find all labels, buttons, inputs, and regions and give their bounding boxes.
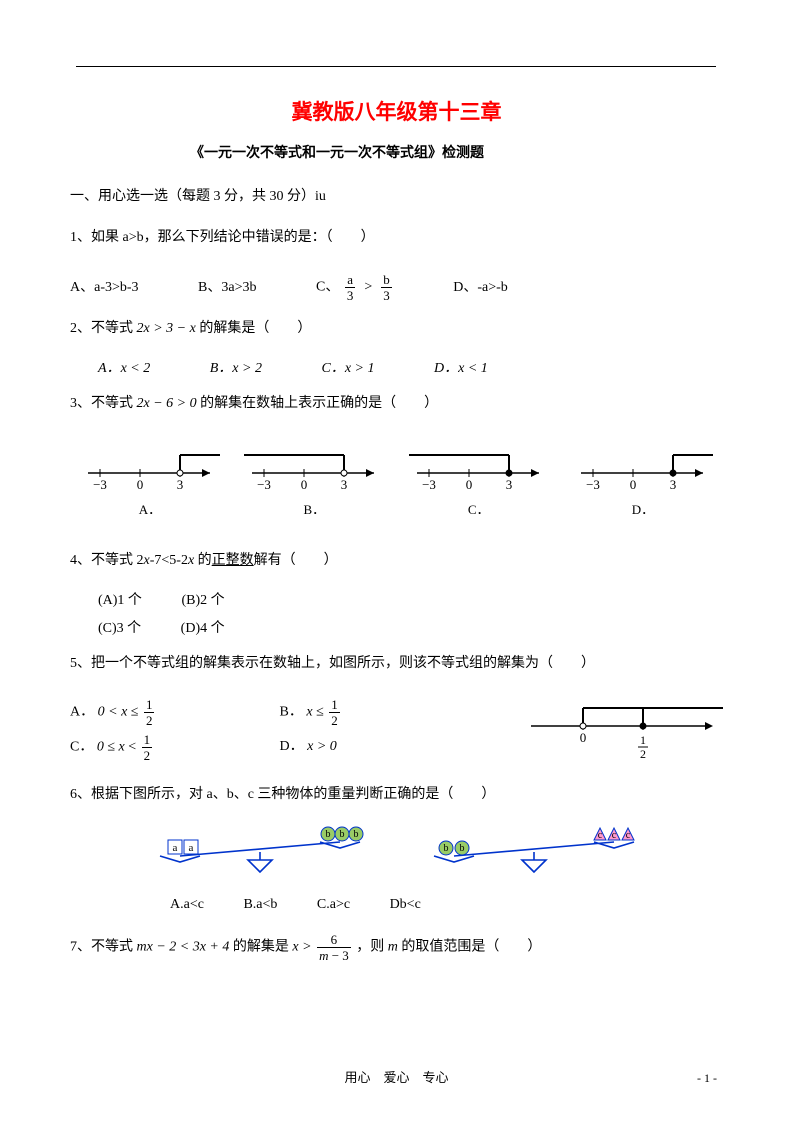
q4-p1: 的 bbox=[194, 553, 212, 568]
q1-c-frac-a: a 3 bbox=[343, 273, 358, 302]
q7-xgt: x > bbox=[292, 939, 311, 954]
svg-text:b: b bbox=[325, 829, 330, 840]
svg-text:c: c bbox=[597, 830, 602, 841]
q2-opt-b: B．x > 2 bbox=[210, 357, 262, 377]
q7-p1: ，则 bbox=[356, 939, 388, 954]
svg-text:0: 0 bbox=[580, 730, 587, 745]
q3-label-d: D． bbox=[573, 499, 713, 518]
svg-text:1: 1 bbox=[640, 733, 646, 747]
q6-opt-b: B.a<b bbox=[243, 892, 277, 919]
q4-opt-a: (A)1 个 bbox=[98, 589, 142, 609]
q1-c-prefix: C、 bbox=[316, 280, 339, 295]
q4-opt-b: (B)2 个 bbox=[181, 589, 224, 609]
q2-expr: 2x > 3 − x bbox=[137, 321, 196, 336]
q4-opt-d: (D)4 个 bbox=[181, 617, 225, 637]
q3-numberline-d: −3 0 3 bbox=[573, 443, 713, 493]
top-rule bbox=[76, 66, 716, 67]
svg-text:b: b bbox=[353, 829, 358, 840]
q4-pre: 4、不等式 2 bbox=[70, 553, 144, 568]
page-number: - 1 - bbox=[697, 1071, 717, 1086]
question-4: 4、不等式 2x-7<5-2x 的正整数解有（ ） (A)1 个 (B)2 个 … bbox=[70, 548, 723, 637]
svg-text:b: b bbox=[443, 843, 448, 854]
q6-opt-a: A.a<c bbox=[170, 892, 204, 919]
svg-text:b: b bbox=[339, 829, 344, 840]
q4-opt-c: (C)3 个 bbox=[98, 617, 141, 637]
q6-stem: 6、根据下图所示，对 a、b、c 三种物体的重量判断正确的是（ ） bbox=[70, 782, 723, 809]
q1-opt-c: C、 a 3 > b 3 bbox=[316, 273, 394, 302]
q6-opt-c: C.a>c bbox=[317, 892, 350, 919]
q4-under: 正整数 bbox=[212, 553, 254, 568]
q5-opt-d: D． x > 0 bbox=[280, 734, 337, 761]
q2-opt-a: A．x < 2 bbox=[98, 357, 150, 377]
q2-opt-c: C．x > 1 bbox=[321, 357, 374, 377]
q3-label-b: B． bbox=[244, 499, 384, 518]
q3-numberline-a: −3 0 3 bbox=[80, 443, 220, 493]
question-3: 3、不等式 2x − 6 > 0 的解集在数轴上表示正确的是（ ） −3 0 3 bbox=[70, 391, 723, 519]
q6-scale-1: a a b b b bbox=[140, 822, 380, 876]
svg-text:2: 2 bbox=[640, 747, 646, 760]
q3-expr: 2x − 6 > 0 bbox=[137, 396, 197, 411]
svg-text:0: 0 bbox=[630, 477, 637, 492]
q6-opt-d: Db<c bbox=[390, 892, 421, 919]
question-2: 2、不等式 2x > 3 − x 的解集是（ ） A．x < 2 B．x > 2… bbox=[70, 316, 723, 377]
q5-opt-a: A． 0 < x ≤ 12 bbox=[70, 698, 240, 727]
q4-mid: -7<5-2 bbox=[150, 553, 188, 568]
svg-text:3: 3 bbox=[505, 477, 512, 492]
q7-frac: 6 m − 3 bbox=[315, 933, 353, 962]
q7-p2: 的取值范围是（ ） bbox=[401, 939, 541, 954]
q3-numberline-b: −3 0 3 bbox=[244, 443, 384, 493]
q3-numberline-c: −3 0 3 bbox=[409, 443, 549, 493]
svg-text:−3: −3 bbox=[93, 477, 107, 492]
q1-opt-a: A、a-3>b-3 bbox=[70, 275, 139, 302]
svg-text:−3: −3 bbox=[257, 477, 271, 492]
q2-opt-d: D．x < 1 bbox=[434, 357, 488, 377]
question-1: 1、如果 a>b，那么下列结论中错误的是：（ ） A、a-3>b-3 B、3a>… bbox=[70, 225, 723, 303]
page-title: 冀教版八年级第十三章 bbox=[70, 96, 723, 126]
q5-stem: 5、把一个不等式组的解集表示在数轴上，如图所示，则该不等式组的解集为（ ） bbox=[70, 651, 723, 678]
q1-stem: 1、如果 a>b，那么下列结论中错误的是：（ ） bbox=[70, 225, 723, 252]
svg-text:0: 0 bbox=[301, 477, 308, 492]
svg-text:c: c bbox=[611, 830, 616, 841]
q5-numberline: 0 1 2 bbox=[523, 696, 723, 760]
footer-text: 用心 爱心 专心 bbox=[0, 1067, 793, 1086]
svg-text:a: a bbox=[172, 842, 177, 854]
q3-stem-pre: 3、不等式 bbox=[70, 396, 137, 411]
svg-text:−3: −3 bbox=[586, 477, 600, 492]
svg-text:c: c bbox=[625, 830, 630, 841]
q1-c-frac-b: b 3 bbox=[379, 273, 394, 302]
question-5: 5、把一个不等式组的解集表示在数轴上，如图所示，则该不等式组的解集为（ ） A．… bbox=[70, 651, 723, 768]
svg-text:0: 0 bbox=[465, 477, 472, 492]
q5-opt-c: C． 0 ≤ x < 12 bbox=[70, 733, 240, 762]
q7-mid: 的解集是 bbox=[233, 939, 293, 954]
svg-text:0: 0 bbox=[137, 477, 144, 492]
section-heading: 一、用心选一选（每题 3 分，共 30 分）iu bbox=[70, 184, 723, 211]
q3-label-a: A． bbox=[80, 499, 220, 518]
q4-p2: 解有（ ） bbox=[254, 553, 338, 568]
question-7: 7、不等式 mx − 2 < 3x + 4 的解集是 x > 6 m − 3 ，… bbox=[70, 933, 723, 962]
q2-stem-pre: 2、不等式 bbox=[70, 321, 137, 336]
q1-opt-d: D、-a>-b bbox=[453, 275, 508, 302]
q3-label-c: C． bbox=[409, 499, 549, 518]
svg-text:3: 3 bbox=[670, 477, 677, 492]
svg-text:b: b bbox=[459, 843, 464, 854]
svg-text:3: 3 bbox=[341, 477, 348, 492]
q7-e1: mx − 2 < 3x + 4 bbox=[137, 939, 230, 954]
question-6: 6、根据下图所示，对 a、b、c 三种物体的重量判断正确的是（ ） bbox=[70, 782, 723, 919]
q2-stem-post: 的解集是（ ） bbox=[199, 321, 311, 336]
q5-opt-b: B． x ≤ 12 bbox=[280, 698, 342, 727]
q1-opt-b: B、3a>3b bbox=[198, 275, 256, 302]
svg-text:a: a bbox=[188, 842, 193, 854]
q6-scale-2: b b c c c bbox=[414, 822, 654, 876]
page-subtitle: 《一元一次不等式和一元一次不等式组》检测题 bbox=[150, 142, 723, 162]
q7-m: m bbox=[388, 939, 398, 954]
svg-text:3: 3 bbox=[177, 477, 184, 492]
svg-text:−3: −3 bbox=[422, 477, 436, 492]
q3-stem-post: 的解集在数轴上表示正确的是（ ） bbox=[200, 396, 438, 411]
q7-pre: 7、不等式 bbox=[70, 939, 137, 954]
